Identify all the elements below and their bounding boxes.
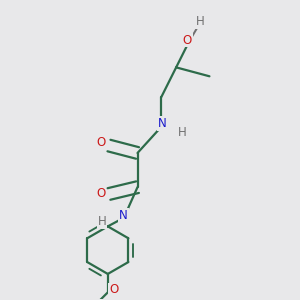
- Text: O: O: [109, 284, 119, 296]
- Text: H: H: [196, 15, 205, 28]
- Text: H: H: [178, 126, 187, 139]
- Text: N: N: [158, 117, 167, 130]
- Text: O: O: [96, 187, 105, 200]
- Text: H: H: [98, 215, 106, 228]
- Text: N: N: [119, 209, 128, 222]
- Text: O: O: [182, 34, 192, 46]
- Text: O: O: [96, 136, 105, 149]
